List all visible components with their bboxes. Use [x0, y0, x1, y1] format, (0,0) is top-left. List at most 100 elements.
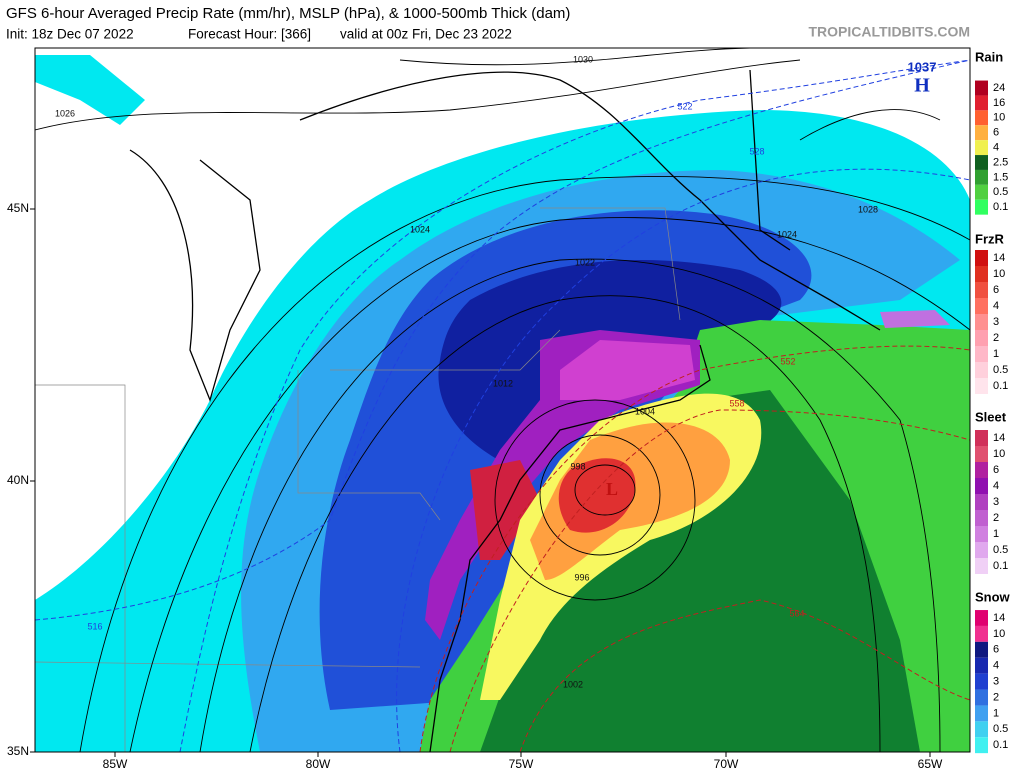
- legend-label: 1: [993, 348, 999, 360]
- legend-swatch: [975, 140, 988, 156]
- map-frame: [34, 47, 971, 753]
- legend-label: 0.5: [993, 364, 1008, 376]
- legend-label: 4: [993, 142, 999, 154]
- legend-swatch: [975, 478, 988, 494]
- precip-sleet-heavy: [560, 340, 695, 400]
- coastline: [129, 69, 881, 752]
- isobars: [35, 48, 970, 752]
- legend-label: 4: [993, 660, 999, 672]
- state-line: [540, 207, 681, 321]
- legend-label: 1: [993, 528, 999, 540]
- thickness-warm: [419, 345, 970, 752]
- precip-cyan-strip: [35, 55, 145, 125]
- legend-swatch: [975, 199, 988, 215]
- legend-title: Snow: [975, 589, 1011, 604]
- forecast-hour: Forecast Hour: [366]: [188, 27, 311, 42]
- legend-swatch: [975, 314, 988, 330]
- legend-label: 1.5: [993, 171, 1008, 183]
- precip-sleet-patch: [880, 310, 950, 328]
- pressure-label: 1012: [493, 378, 513, 388]
- legend-label: 10: [993, 448, 1005, 460]
- coast: [429, 344, 711, 752]
- legend-swatch: [975, 446, 988, 462]
- lon-label: 70W: [714, 757, 739, 771]
- thickness-label: 528: [749, 146, 764, 156]
- pressure-label: 1022: [575, 257, 595, 267]
- valid-time: valid at 00z Fri, Dec 23 2022: [340, 27, 512, 42]
- legend-label: 2: [993, 512, 999, 524]
- labels: GFS 6-hour Averaged Precip Rate (mm/hr),…: [6, 5, 1011, 771]
- title: GFS 6-hour Averaged Precip Rate (mm/hr),…: [6, 5, 570, 22]
- legend-label: 0.1: [993, 560, 1008, 572]
- pressure-label: 998: [570, 461, 585, 471]
- legend-label: 4: [993, 300, 999, 312]
- isobar: [199, 258, 941, 752]
- legend-label: 3: [993, 676, 999, 688]
- legend-label: 1: [993, 707, 999, 719]
- pressure-label: 1024: [777, 229, 797, 239]
- legend-label: 6: [993, 284, 999, 296]
- pressure-label: 1002: [563, 679, 583, 689]
- legend-label: 2: [993, 691, 999, 703]
- legend-swatch: [975, 430, 988, 446]
- legend-label: 6: [993, 464, 999, 476]
- legend-label: 3: [993, 496, 999, 508]
- thickness-line: [396, 168, 970, 752]
- legend-swatch: [975, 558, 988, 574]
- legend-label: 0.1: [993, 201, 1008, 213]
- legend-swatch: [975, 721, 988, 738]
- legend-swatch: [975, 705, 988, 722]
- source: TROPICALTIDBITS.COM: [808, 24, 970, 40]
- legend-swatch: [975, 526, 988, 542]
- pressure-label: 1026: [55, 108, 75, 118]
- state-line: [330, 329, 561, 371]
- legend-label: 6: [993, 644, 999, 656]
- legend-swatch: [975, 737, 988, 754]
- legend-label: 3: [993, 316, 999, 328]
- pressure-label: 996: [574, 572, 589, 582]
- isobar: [129, 217, 970, 752]
- thickness-label: 516: [87, 621, 102, 631]
- legend-title: Sleet: [975, 409, 1007, 424]
- legend-swatch: [975, 462, 988, 478]
- thickness-label: 522: [677, 101, 692, 111]
- high-value: 1037: [908, 59, 937, 74]
- legend-swatch: [975, 330, 988, 346]
- low-symbol: L: [606, 479, 618, 499]
- isobar: [539, 434, 661, 556]
- state-line: [297, 370, 441, 521]
- isobar: [79, 176, 970, 752]
- lon-label: 65W: [918, 757, 943, 771]
- legend-title: Rain: [975, 49, 1003, 64]
- legend-swatch: [975, 125, 988, 141]
- legend-swatch: [975, 689, 988, 706]
- legend-label: 10: [993, 628, 1005, 640]
- thickness-line: [179, 59, 970, 752]
- legend-swatch: [975, 266, 988, 282]
- thickness-label: 552: [780, 356, 795, 366]
- thickness-label: 564: [789, 608, 804, 618]
- pressure-label: 1004: [635, 406, 655, 416]
- init: Init: 18z Dec 07 2022: [6, 27, 134, 42]
- legend-label: 0.1: [993, 380, 1008, 392]
- legend-swatch: [975, 378, 988, 394]
- legend-label: 16: [993, 97, 1005, 109]
- thickness-cold: [35, 59, 970, 752]
- legend-label: 14: [993, 432, 1005, 444]
- legend-label: 2: [993, 332, 999, 344]
- lat-label: 45N: [7, 201, 29, 215]
- legend-label: 4: [993, 480, 999, 492]
- lon-label: 80W: [306, 757, 331, 771]
- legend-swatch: [975, 494, 988, 510]
- thickness-line: [519, 599, 970, 752]
- precip-rain-mod: [480, 390, 920, 752]
- legend-swatch: [975, 184, 988, 200]
- legend-label: 2.5: [993, 156, 1008, 168]
- legend-swatch: [975, 95, 988, 111]
- pressure-label: 1024: [410, 224, 430, 234]
- high-symbol: H: [914, 75, 930, 97]
- isobar: [494, 399, 696, 601]
- isobar: [35, 59, 801, 131]
- thickness-line: [449, 409, 970, 752]
